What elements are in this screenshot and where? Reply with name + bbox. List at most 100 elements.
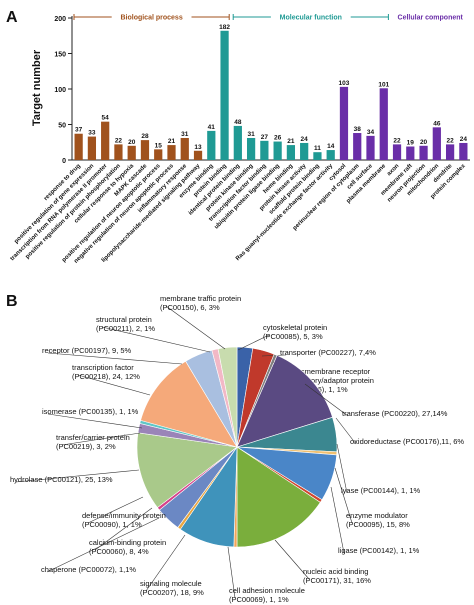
pie-slice-label: hydrolase (PC00121), 25, 13% [10,475,113,484]
pie-slice [217,346,238,448]
bar-value-label: 21 [287,138,295,145]
group-label: Cellular component [398,15,464,22]
pie-leader-line [77,374,151,396]
bar [233,125,242,160]
bar-value-label: 24 [460,136,468,143]
pie-slice-label-line: transferase (PC00220), 27,14% [342,409,448,418]
y-tick-label: 0 [62,158,66,165]
y-tick-label: 200 [54,16,66,23]
pie-slice-label-line: (PC00171), 31, 16% [303,576,371,585]
pie-slice-label: cytoskeletal protein (PC00085), 5, 3% [263,323,327,341]
bar [207,130,216,160]
pie-slice-label-line: transcription factor [72,363,134,372]
pie-chart: cytoskeletal protein (PC00085), 5, 3% tran… [10,294,464,604]
bar-value-label: 54 [102,115,110,122]
bar [366,135,375,160]
group-label-bg [111,12,192,22]
bar-value-label: 27 [261,134,269,141]
bar [101,121,110,160]
pie-leader-line [145,534,186,592]
bar [246,137,256,160]
pie-slice-label-line: oxidoreductase (PC00176),11, 6% [350,437,464,446]
bar-value-label: 19 [407,140,415,147]
pie-slice-label: oxidoreductase (PC00176),11, 6% [350,437,464,446]
pie-slice-label-line: chaperone (PC00072), 1,1% [41,565,136,574]
pie-slice-label-line: (PC00150), 6, 3% [160,303,220,312]
bar-chart-ylabel: Target number [31,49,43,126]
panel-b-letter: B [6,293,18,310]
pie-slice-label-line: (PC00090), 1, 1% [82,520,142,529]
pie-slice-label-line: (PC00211), 2, 1% [96,324,155,333]
pie-slice-label: transcription factor (PC00218), 24, 12% [72,363,140,381]
pie-slice-label: lyase (PC00144), 1, 1% [341,486,421,495]
pie-slice-label-line: (PC00060), 8, 4% [89,547,149,556]
pie-slice-label: enzyme modulator (PC00095), 15, 8% [346,511,410,529]
bar [193,150,203,160]
pie-slice-label-line: (PC00218), 24, 12% [72,372,140,381]
pie-slice-label: nucleic acid binding (PC00171), 31, 16% [303,567,371,585]
bar-value-label: 41 [208,124,216,131]
pie-slice-label-line: lyase (PC00144), 1, 1% [341,486,421,495]
bar-value-label: 31 [247,131,255,138]
pie-slice-label-line: transfer/carrier protein [56,433,130,442]
bar-value-label: 34 [367,129,375,136]
bar-value-label: 33 [88,130,96,137]
pie-slice-label: transporter (PC00227), 7,4% [280,348,376,357]
y-tick-label: 100 [54,87,66,94]
bar-value-label: 101 [378,81,389,88]
bar [260,140,269,160]
bar-value-label: 38 [354,126,362,133]
bar [140,140,150,160]
bar-value-label: 22 [393,137,401,144]
bar-value-label: 48 [234,119,242,126]
bar-value-label: 103 [339,80,350,87]
pie-slice-label-line: calcium-binding protein [89,538,166,547]
panel-a-letter: A [6,9,18,26]
bar [353,133,362,160]
bar-value-label: 182 [219,24,230,31]
pie-slice-label: transferase (PC00220), 27,14% [342,409,448,418]
bar [127,145,136,160]
bar [273,141,282,160]
pie-slice [140,360,238,448]
pie-slice-label-line: (PC00069), 1, 1% [229,595,289,604]
bar [313,152,322,160]
pie-slice-label: receptor (PC00197), 9, 5% [42,346,132,355]
pie-slice-label-line: ligase (PC00142), 1, 1% [338,546,420,555]
pie-slice-label: defense/immunity protein (PC00090), 1, 1% [82,511,166,529]
bar [406,146,415,160]
pie-leader-line [165,305,226,350]
pie-slice-label-line: enzyme modulator [346,511,408,520]
y-tick-label: 150 [54,52,66,59]
pie-slice-label-line: signaling molecule [140,579,202,588]
bar [459,142,468,160]
pie-slice-label: ligase (PC00142), 1, 1% [338,546,420,555]
pie-slice-label-line: (PC00095), 15, 8% [346,520,410,529]
bar-value-label: 26 [274,135,282,142]
bar-value-label: 28 [141,133,149,140]
pie-slice-label-line: transmembrane receptor [288,367,371,376]
pie-slice-label: structural protein (PC00211), 2, 1% [96,315,155,333]
pie-slice-label-line: membrane traffic protein [160,294,241,303]
bar-value-label: 13 [194,144,202,151]
bar [300,142,309,160]
pie-leader-line [335,417,357,445]
pie-leader-line [87,496,144,524]
bar-value-label: 22 [115,137,123,144]
pie-slice-label-line: receptor (PC00197), 9, 5% [42,346,132,355]
pie-slice [136,432,238,508]
pie-leader-line [227,546,236,599]
bar [379,88,388,160]
pie-slice [236,446,321,548]
bar-value-label: 15 [155,142,163,149]
pie-leader-line [94,507,153,551]
pie-slice-label-line: regulatory/adaptor protein [288,376,374,385]
group-label: Biological process [120,15,182,22]
bar [180,137,189,160]
pie-leader-line [61,432,141,446]
pie-slice-label-line: transporter (PC00227), 7,4% [280,348,376,357]
bar [339,86,349,160]
pie-slice-label-line: defense/immunity protein [82,511,166,520]
bar-value-label: 22 [446,137,454,144]
bar-value-label: 31 [181,131,189,138]
